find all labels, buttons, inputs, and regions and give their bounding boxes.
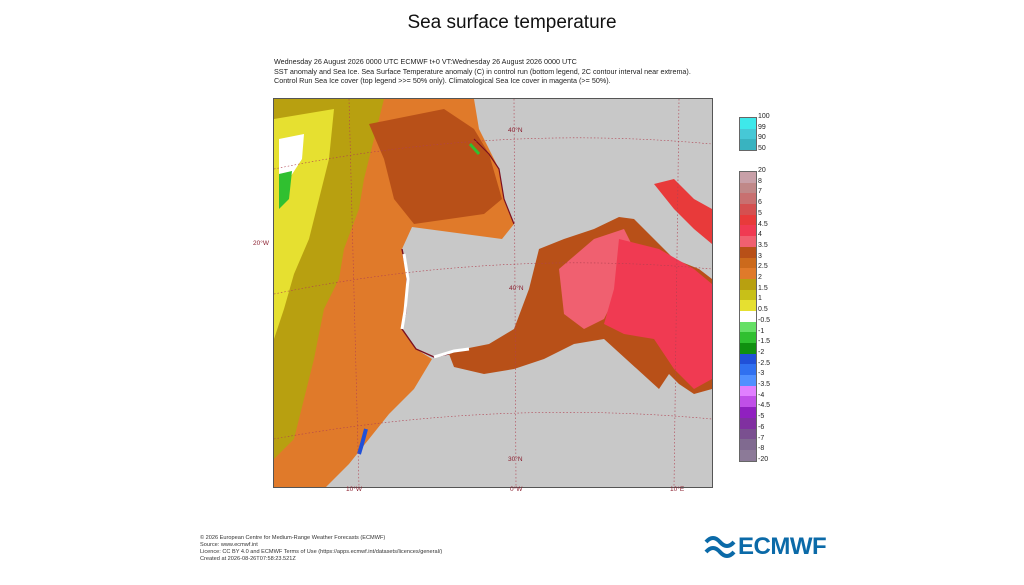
legend-swatch bbox=[740, 214, 756, 226]
mediterranean-pink-anomaly bbox=[559, 229, 634, 329]
map-description: Wednesday 26 August 2026 0000 UTC ECMWF … bbox=[274, 57, 714, 86]
legend-label: -7 bbox=[758, 434, 765, 442]
legend-label: -1 bbox=[758, 327, 765, 335]
biscay-warm-anomaly bbox=[369, 109, 502, 224]
legend-swatch bbox=[740, 407, 756, 418]
legend-swatch bbox=[740, 257, 756, 269]
legend-label: -2 bbox=[758, 348, 765, 356]
legend-swatch bbox=[740, 428, 756, 440]
france-coastline bbox=[473, 138, 515, 225]
sea-ice-description-line: Control Run Sea Ice cover (top legend >>… bbox=[274, 76, 611, 86]
legend-swatch bbox=[740, 278, 756, 290]
lon-label-10w: 10°W bbox=[346, 486, 362, 493]
adriatic-red-anomaly bbox=[654, 179, 712, 244]
coastal-upwelling-blue bbox=[357, 428, 368, 455]
legend-swatch bbox=[740, 439, 756, 450]
legend-label: 1 bbox=[758, 295, 762, 303]
lat-label-20w: 20°W bbox=[253, 240, 269, 247]
legend-label: 7 bbox=[758, 188, 762, 196]
legend-label: -2.5 bbox=[758, 359, 771, 367]
atlantic-cold-patch bbox=[279, 171, 292, 209]
sst-anomaly-map bbox=[273, 98, 713, 488]
atlantic-coastal-cold-strip bbox=[400, 253, 410, 330]
legend-swatch bbox=[740, 321, 756, 333]
gibraltar-cold-strip bbox=[433, 347, 470, 359]
legend-label: -0.5 bbox=[758, 316, 771, 324]
legend-label: -5 bbox=[758, 413, 765, 421]
sst-anomaly-legend bbox=[739, 171, 757, 462]
valid-time-line: Wednesday 26 August 2026 0000 UTC ECMWF … bbox=[274, 57, 577, 66]
ecmwf-logo-text: ECMWF bbox=[738, 533, 827, 560]
legend-swatch bbox=[740, 364, 756, 376]
legend-label: 8 bbox=[758, 177, 762, 185]
legend-label: 2.5 bbox=[758, 263, 768, 271]
atlantic-neutral-patch bbox=[279, 134, 304, 179]
footer-credits: © 2026 European Centre for Medium-Range … bbox=[200, 535, 442, 563]
parameter-description-line: SST anomaly and Sea Ice. Sea Surface Tem… bbox=[274, 66, 691, 76]
page-title: Sea surface temperature bbox=[407, 12, 617, 33]
lon-label-10e: 10°E bbox=[670, 486, 685, 493]
legend-swatch bbox=[740, 343, 756, 354]
legend-swatch bbox=[740, 300, 756, 311]
legend-label: 1.5 bbox=[758, 284, 768, 292]
legend-swatch bbox=[740, 172, 756, 183]
legend-swatch bbox=[740, 236, 756, 247]
legend-label: 6 bbox=[758, 199, 762, 207]
legend-swatch bbox=[740, 139, 756, 151]
legend-label: -4.5 bbox=[758, 402, 771, 410]
legend-label: 3.5 bbox=[758, 241, 768, 249]
lon-label-0: 0°W bbox=[510, 486, 523, 493]
legend-swatch bbox=[740, 310, 756, 322]
tyrrhenian-red-anomaly bbox=[604, 239, 712, 389]
created-line: Created at 2026-08-26T07:58:23.521Z bbox=[200, 556, 296, 562]
legend-swatch bbox=[740, 246, 756, 258]
legend-swatch bbox=[740, 193, 756, 205]
graticule bbox=[274, 99, 712, 487]
legend-swatch bbox=[740, 118, 756, 129]
lat-label-40n-upper: 40°N bbox=[508, 127, 523, 134]
legend-label: -8 bbox=[758, 445, 765, 453]
legend-label: 90 bbox=[758, 134, 766, 142]
licence-line: Licence: CC BY 4.0 and ECMWF Terms of Us… bbox=[200, 549, 443, 555]
legend-swatch bbox=[740, 182, 756, 194]
legend-swatch bbox=[740, 268, 756, 279]
lat-label-40n-lower: 40°N bbox=[509, 285, 524, 292]
legend-swatch bbox=[740, 289, 756, 301]
legend-swatch bbox=[740, 417, 756, 429]
copyright-line: © 2026 European Centre for Medium-Range … bbox=[200, 535, 386, 541]
legend-swatch bbox=[740, 225, 756, 237]
legend-label: -3.5 bbox=[758, 381, 771, 388]
legend-swatch bbox=[740, 353, 756, 365]
legend-label: -4 bbox=[758, 391, 765, 399]
ecmwf-wave-icon bbox=[704, 536, 736, 558]
legend-label: 3 bbox=[758, 252, 762, 260]
legend-label: 50 bbox=[758, 145, 766, 153]
legend-label: 20 bbox=[758, 167, 766, 174]
legend-label: 4 bbox=[758, 231, 762, 239]
legend-label: 100 bbox=[758, 113, 770, 120]
legend-label: 0.5 bbox=[758, 306, 768, 314]
legend-swatch bbox=[740, 128, 756, 140]
legend-label: -3 bbox=[758, 370, 765, 378]
legend-label: -6 bbox=[758, 423, 765, 431]
legend-swatch bbox=[740, 375, 756, 386]
legend-swatch bbox=[740, 396, 756, 408]
ecmwf-logo: ECMWF bbox=[704, 533, 827, 561]
source-line: Source: www.ecmwf.int bbox=[200, 542, 258, 548]
legend-swatch bbox=[740, 449, 756, 461]
legend-label: -20 bbox=[758, 455, 769, 463]
legend-label: 99 bbox=[758, 123, 766, 131]
map-canvas bbox=[274, 99, 712, 487]
legend-swatch bbox=[740, 385, 756, 397]
sea-ice-legend bbox=[739, 117, 757, 152]
legend-label: 2 bbox=[758, 274, 762, 281]
legend-swatch bbox=[740, 332, 756, 343]
legend-label: -1.5 bbox=[758, 338, 771, 346]
channel-cold-strip bbox=[468, 142, 481, 156]
legend-swatch bbox=[740, 204, 756, 215]
legend-label: 5 bbox=[758, 209, 762, 217]
lat-label-30n: 30°N bbox=[508, 456, 523, 463]
legend-label: 4.5 bbox=[758, 220, 768, 228]
